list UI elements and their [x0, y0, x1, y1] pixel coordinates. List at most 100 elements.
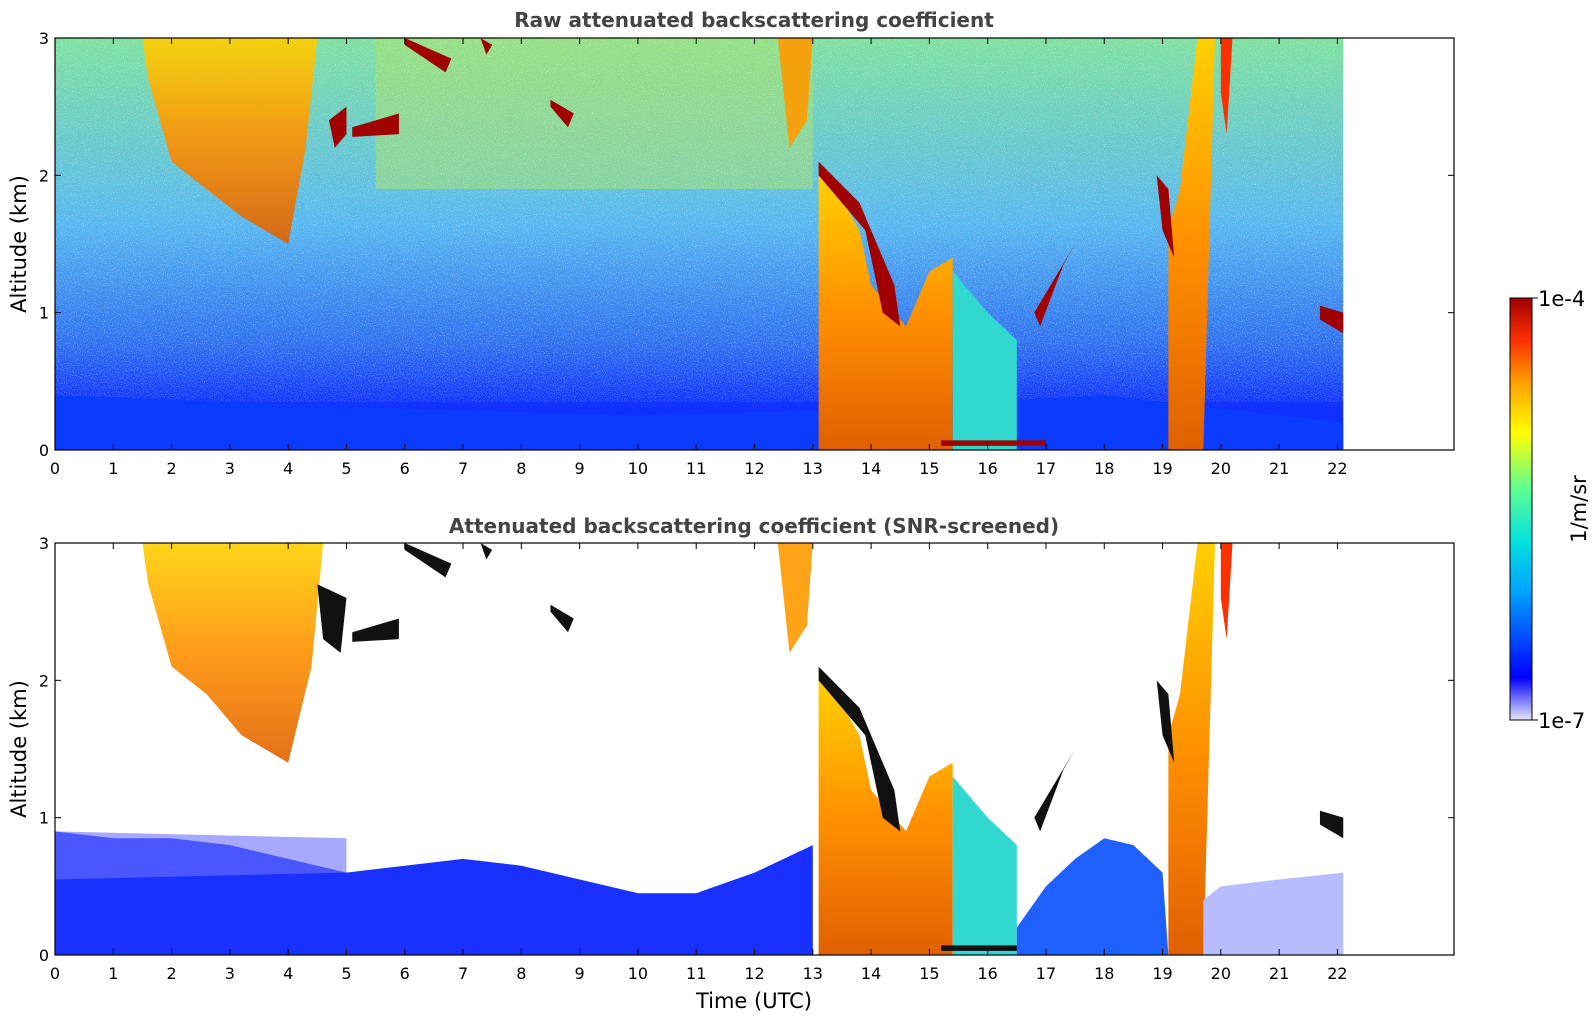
panel-raw-y-tick-label: 2: [39, 166, 49, 185]
raw-boundary-layer: [55, 395, 1344, 450]
panel-screened-x-tick-label: 6: [400, 964, 410, 983]
screened-bl-afternoon: [1016, 838, 1169, 955]
raw-cloud-21h8: [1319, 305, 1344, 334]
panel-screened-x-tick-label: 12: [744, 964, 764, 983]
colorbar-gradient: [1509, 297, 1533, 721]
panel-screened-title: Attenuated backscattering coefficient (S…: [449, 514, 1059, 538]
panel-raw-x-tick-label: 20: [1211, 459, 1231, 478]
colorbar-max-label: 1e-4: [1538, 287, 1585, 311]
raw-cloud-top-13h: [818, 161, 901, 327]
panel-raw-y-tick-label: 0: [39, 441, 49, 460]
screened-cloud-21h8: [1319, 810, 1344, 839]
screened-cloud-4h8: [317, 584, 347, 653]
raw-residual-15h: [952, 271, 1017, 450]
panel-raw-x-tick-label: 16: [977, 459, 997, 478]
panel-raw-x-tick-label: 6: [400, 459, 410, 478]
panel-raw-x-tick-label: 13: [803, 459, 823, 478]
screened-cloud-20h: [1220, 543, 1233, 640]
raw-cloud-20h: [1220, 38, 1233, 135]
x-axis-label: Time (UTC): [695, 989, 812, 1013]
panel-screened-x-tick-label: 16: [977, 964, 997, 983]
raw-precip-12h: [777, 38, 813, 148]
panel-screened-x-tick-label: 10: [628, 964, 648, 983]
panel-screened-x-tick-label: 22: [1327, 964, 1347, 983]
panel-screened-x-tick-label: 11: [686, 964, 706, 983]
panel-screened-x-tick-label: 5: [341, 964, 351, 983]
panel-raw-x-tick-label: 22: [1327, 459, 1347, 478]
panel-screened-x-tick-label: 8: [516, 964, 526, 983]
screened-cloud-17h: [1034, 749, 1076, 832]
raw-surface-layer: [941, 440, 1046, 446]
panel-raw-x-tick-label: 21: [1269, 459, 1289, 478]
screened-cloud-6h5: [404, 543, 452, 578]
panel-screened-x-tick-label: 7: [458, 964, 468, 983]
panel-raw-y-tick-label: 3: [39, 29, 49, 48]
panel-screened-x-tick-label: 21: [1269, 964, 1289, 983]
raw-cloud-6h5: [404, 38, 452, 73]
screened-precip-12h: [777, 543, 813, 653]
panel-screened-x-tick-label: 9: [575, 964, 585, 983]
panel-screened-x-tick-label: 4: [283, 964, 293, 983]
panel-raw-x-axis: 0 1 2 3 4 5 6 7 8 9 10 11 12 13 14 15 16 17 18 19 20 21 22: [50, 38, 1348, 478]
panel-screened-y-tick-label: 1: [39, 809, 49, 828]
colorbar-unit-label: 1/m/sr: [1567, 475, 1591, 543]
panel-screened-x-tick-label: 15: [919, 964, 939, 983]
panel-screened-x-tick-label: 0: [50, 964, 60, 983]
screened-cloud-8h7: [550, 604, 574, 633]
screened-surface-layer: [941, 945, 1046, 951]
panel-screened-x-tick-label: 3: [225, 964, 235, 983]
screened-cloud-7h4: [480, 543, 493, 560]
raw-cloud-17h: [1034, 244, 1076, 327]
panel-raw-x-tick-label: 4: [283, 459, 293, 478]
panel-raw-x-tick-label: 2: [166, 459, 176, 478]
screened-cloud-5h5: [352, 618, 399, 642]
panel-raw-y-label: Altitude (km): [7, 175, 31, 313]
panel-raw-x-tick-label: 8: [516, 459, 526, 478]
panel-screened-y-tick-label: 0: [39, 946, 49, 965]
panel-raw-x-tick-label: 1: [108, 459, 118, 478]
raw-cloud-column-19h: [1168, 38, 1216, 450]
screened-cloud-top-13h: [818, 666, 901, 832]
colorbar: 1e-4 1e-7 1/m/sr: [1509, 287, 1591, 733]
screened-cloud-18h9: [1156, 680, 1175, 763]
panel-raw-heatmap: [55, 38, 1344, 450]
raw-cirrus: [142, 38, 318, 244]
colorbar-min-label: 1e-7: [1538, 709, 1585, 733]
panel-screened-y-tick-label: 3: [39, 534, 49, 553]
panel-raw-x-tick-label: 5: [341, 459, 351, 478]
raw-cloud-18h9: [1156, 175, 1175, 258]
panel-raw-x-tick-label: 19: [1152, 459, 1172, 478]
screened-cirrus: [142, 543, 324, 763]
panel-raw-x-tick-label: 11: [686, 459, 706, 478]
panel-raw-x-tick-label: 18: [1094, 459, 1114, 478]
screened-bl-evening: [1203, 872, 1344, 955]
raw-cloud-5h5: [352, 113, 399, 137]
screened-residual-15h: [952, 776, 1017, 955]
panel-screened-y-label: Altitude (km): [7, 680, 31, 818]
panel-screened-x-tick-label: 18: [1094, 964, 1114, 983]
panel-screened-x-tick-label: 2: [166, 964, 176, 983]
panel-screened-y-axis: 0 1 2 3: [39, 534, 1454, 965]
panel-screened-x-tick-label: 14: [861, 964, 881, 983]
raw-cloud-4h8: [328, 106, 347, 148]
panel-raw-title: Raw attenuated backscattering coefficien…: [514, 8, 994, 32]
panel-raw-x-tick-label: 0: [50, 459, 60, 478]
panel-screened-x-tick-label: 19: [1152, 964, 1172, 983]
panel-screened-x-tick-label: 20: [1211, 964, 1231, 983]
panel-screened-heatmap: [55, 543, 1344, 955]
panel-raw-x-tick-label: 14: [861, 459, 881, 478]
screened-bl-top: [55, 831, 347, 880]
panel-screened: Attenuated backscattering coefficient (S…: [7, 514, 1455, 1013]
panel-raw-x-tick-label: 10: [628, 459, 648, 478]
panel-screened-x-tick-label: 13: [803, 964, 823, 983]
panel-raw-x-tick-label: 9: [575, 459, 585, 478]
panel-raw-x-tick-label: 7: [458, 459, 468, 478]
panel-raw: Raw attenuated backscattering coefficien…: [7, 8, 1455, 478]
panel-raw-y-axis: 0 1 2 3: [39, 29, 1454, 460]
panel-raw-x-tick-label: 15: [919, 459, 939, 478]
panel-screened-y-tick-label: 2: [39, 671, 49, 690]
panel-raw-x-tick-label: 3: [225, 459, 235, 478]
panel-raw-y-tick-label: 1: [39, 304, 49, 323]
panel-raw-x-tick-label: 12: [744, 459, 764, 478]
